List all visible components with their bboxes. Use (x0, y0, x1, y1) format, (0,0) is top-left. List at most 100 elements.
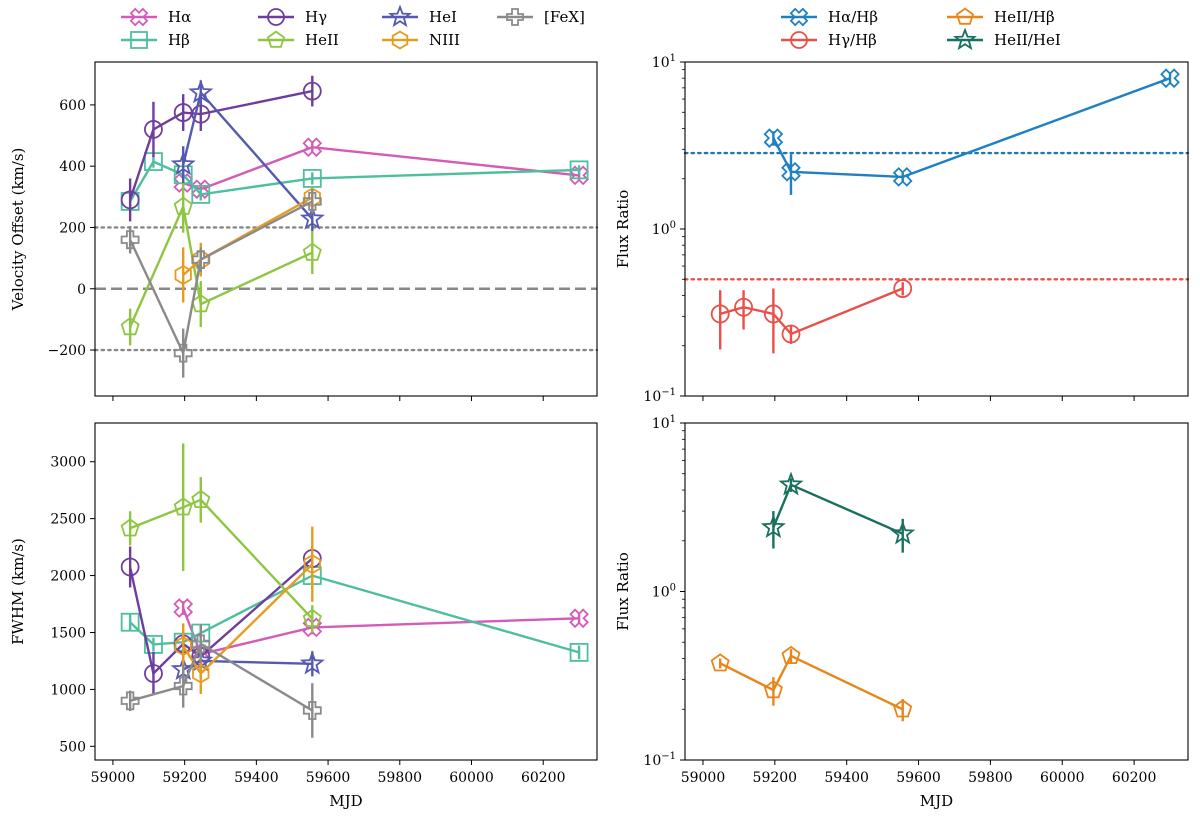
legend-marker (130, 31, 148, 49)
data-point (299, 205, 325, 230)
series-Hγ (120, 75, 322, 222)
data-point (170, 151, 196, 176)
panel-fwhm: 59000 59200 59400 59600 59800 60000 60200 500 10… (9, 422, 598, 810)
data-point (191, 634, 211, 654)
series-line (129, 160, 580, 203)
data-point (173, 676, 193, 696)
x-tick-label: 60200 (1112, 770, 1157, 786)
y-tick-label: 2500 (50, 512, 86, 528)
data-point (191, 250, 211, 270)
data-point (569, 643, 589, 662)
series-Hα/Hβ (763, 68, 1180, 195)
data-point (302, 191, 322, 211)
legend-ratios: Hα/Hβ Hγ/Hβ HeII/Hβ HeII/HeI (781, 7, 1061, 51)
x-tick-label: 59800 (968, 770, 1013, 786)
data-point (299, 650, 325, 675)
legend-marker (953, 27, 977, 51)
data-point (710, 304, 730, 324)
x-tick-label: 59000 (91, 770, 136, 786)
legend-label: Hγ/Hβ (828, 31, 877, 49)
data-point (303, 554, 321, 575)
legend-entry: HeII (258, 30, 339, 49)
data-point (569, 160, 589, 180)
series-HeII/Hβ (710, 645, 913, 722)
data-point (120, 557, 140, 577)
y-tick-label: 100 (652, 220, 676, 238)
legend-label: [FeX] (544, 8, 585, 26)
data-point (763, 128, 784, 148)
data-point (192, 663, 210, 684)
legend-entry: Hα (121, 7, 191, 27)
data-point (144, 664, 163, 683)
x-tick-label: 60000 (1040, 770, 1085, 786)
y-tick-label: 400 (59, 159, 86, 175)
data-point (120, 518, 140, 537)
legend-entry: Hβ (121, 31, 190, 49)
data-point (173, 343, 193, 363)
data-point (302, 242, 322, 261)
data-point (188, 79, 214, 104)
data-point (781, 161, 801, 182)
x-tick-label: 59600 (306, 770, 351, 786)
data-point (893, 279, 913, 298)
panel-velocity: −200 0 200 400 600 Velocity Offset (km/s) (9, 61, 599, 401)
x-tick-label: 59000 (681, 770, 726, 786)
series-line (772, 483, 904, 535)
legend-entry: Hγ (258, 8, 327, 26)
legend-marker (266, 30, 286, 48)
data-point (120, 230, 140, 250)
legend-label: HeII/Hβ (994, 8, 1055, 26)
legend-marker (391, 30, 409, 50)
data-point (892, 167, 913, 187)
panel-ratio_bottom: 59000 59200 59400 59600 59800 60000 60200 10−1 1… (614, 414, 1189, 810)
series-HeII (120, 443, 322, 633)
data-point (781, 645, 801, 664)
data-point (778, 471, 804, 496)
y-tick-label: 10−1 (643, 751, 676, 769)
data-point (302, 617, 323, 638)
data-point (173, 103, 193, 122)
y-tick-label: 2000 (50, 569, 86, 585)
panel-ratio_top: 10−1 100 101 Flux Ratio (614, 53, 1190, 405)
legend-label: Hα (168, 8, 191, 26)
legend-entry: HeII/HeI (947, 27, 1061, 51)
data-point (569, 608, 589, 629)
data-point (760, 514, 786, 539)
legend-label: Hα/Hβ (828, 8, 878, 26)
data-point (302, 137, 323, 158)
y-tick-label: 600 (59, 98, 86, 114)
legend-entry: Hγ/Hβ (781, 31, 877, 49)
series-NIII (174, 526, 321, 694)
legend-entry: NIII (382, 30, 460, 50)
x-tick-label: 60000 (449, 770, 494, 786)
series-HeI (170, 79, 325, 232)
data-point (1160, 68, 1180, 89)
legend-marker (506, 8, 524, 26)
legend-label: HeII (305, 31, 339, 49)
data-point (893, 699, 913, 718)
data-point (763, 680, 783, 699)
series-line (129, 642, 313, 712)
plot-frame (94, 61, 598, 397)
y-tick-label: 0 (77, 282, 86, 298)
y-axis-label: Velocity Offset (km/s) (9, 148, 27, 312)
data-point (763, 304, 783, 324)
series-Hα (173, 598, 589, 664)
y-tick-label: 101 (652, 53, 676, 71)
x-tick-label: 59600 (896, 770, 941, 786)
data-point (190, 179, 211, 200)
y-tick-label: 10−1 (643, 387, 676, 405)
legend-marker (129, 7, 149, 27)
data-point (191, 184, 211, 204)
legend-label: HeI (429, 8, 457, 26)
y-tick-label: 200 (59, 220, 86, 236)
x-tick-label: 60200 (521, 770, 566, 786)
y-axis-label: Flux Ratio (614, 552, 632, 631)
x-tick-label: 59200 (162, 770, 207, 786)
data-point (781, 324, 801, 344)
legend-lines: Hα Hβ Hγ HeII HeI NIII [FeX] (121, 4, 585, 50)
data-point (173, 497, 193, 516)
data-point (120, 190, 140, 210)
x-axis-label: MJD (329, 792, 362, 810)
